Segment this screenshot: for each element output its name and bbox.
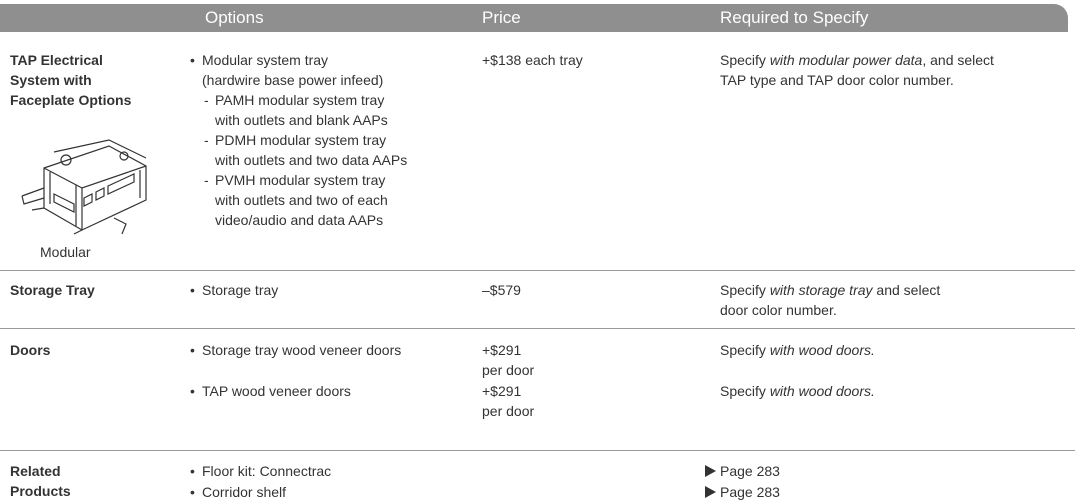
text-segment: Specify bbox=[720, 383, 770, 399]
sub-option: PVMH modular system tray bbox=[204, 170, 385, 190]
header-options: Options bbox=[205, 8, 264, 27]
option: Floor kit: Connectrac bbox=[190, 461, 331, 481]
row-label: Related bbox=[10, 463, 61, 479]
price: +$138 each tray bbox=[482, 52, 583, 68]
image-caption: Modular bbox=[40, 244, 91, 260]
header-required: Required to Specify bbox=[720, 8, 869, 27]
option: (hardwire base power infeed) bbox=[202, 72, 384, 88]
required: Specify with storage tray and select bbox=[720, 280, 940, 300]
sub-option: PDMH modular system tray bbox=[204, 130, 386, 150]
sub-option: with outlets and two data AAPs bbox=[215, 152, 408, 168]
header-bar bbox=[0, 4, 1068, 32]
option: Modular system tray bbox=[190, 50, 328, 70]
row-label: Doors bbox=[10, 342, 51, 358]
text-segment: door color number. bbox=[720, 302, 837, 318]
price: per door bbox=[482, 403, 535, 419]
italic-segment: with storage tray bbox=[769, 282, 873, 298]
row-label: Faceplate Options bbox=[10, 92, 132, 108]
price: per door bbox=[482, 362, 535, 378]
option: TAP wood veneer doors bbox=[190, 381, 351, 401]
italic-segment: with wood doors. bbox=[769, 342, 875, 358]
price: +$291 bbox=[482, 342, 522, 358]
text-segment: Specify bbox=[720, 282, 770, 298]
text-segment: Specify bbox=[720, 342, 770, 358]
italic-segment: with wood doors. bbox=[769, 383, 875, 399]
row-separator bbox=[0, 450, 1075, 451]
required: door color number. bbox=[720, 300, 837, 320]
row-separator bbox=[0, 328, 1075, 329]
sub-option: PAMH modular system tray bbox=[204, 90, 384, 110]
required: Specify with wood doors. bbox=[720, 340, 875, 360]
sub-option: video/audio and data AAPs bbox=[215, 212, 384, 228]
option: Corridor shelf bbox=[190, 482, 286, 502]
price: +$291 bbox=[482, 383, 522, 399]
page-link: Page 283 bbox=[705, 484, 780, 500]
text-segment: Specify bbox=[720, 52, 770, 68]
row-separator bbox=[0, 270, 1075, 271]
text-segment: , and select bbox=[922, 52, 994, 68]
page-link: Page 283 bbox=[705, 463, 780, 479]
required: TAP type and TAP door color number. bbox=[720, 70, 954, 90]
row-label: Storage Tray bbox=[10, 282, 95, 298]
sub-option: with outlets and blank AAPs bbox=[215, 112, 388, 128]
required: Specify with wood doors. bbox=[720, 381, 875, 401]
text-segment: and select bbox=[872, 282, 941, 298]
sub-option: with outlets and two of each bbox=[215, 192, 388, 208]
text-segment: TAP type and TAP door color number. bbox=[720, 72, 954, 88]
row-label: Products bbox=[10, 483, 71, 499]
italic-segment: with modular power data bbox=[769, 52, 923, 68]
row-label: System with bbox=[10, 72, 92, 88]
option: Storage tray wood veneer doors bbox=[190, 340, 401, 360]
tray-image bbox=[21, 139, 147, 235]
option: Storage tray bbox=[190, 280, 278, 300]
row-label: TAP Electrical bbox=[10, 52, 103, 68]
header-price: Price bbox=[482, 8, 521, 27]
price: –$579 bbox=[482, 282, 521, 298]
required: Specify with modular power data, and sel… bbox=[720, 50, 994, 70]
